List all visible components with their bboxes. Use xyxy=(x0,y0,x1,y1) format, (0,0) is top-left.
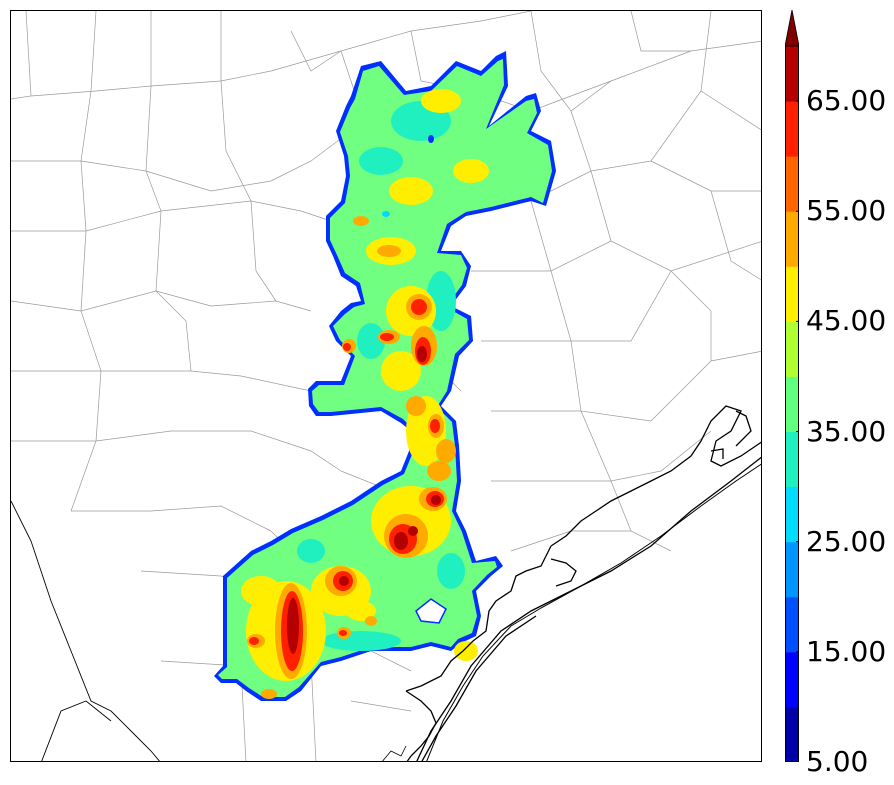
colorbar-extend-arrow xyxy=(785,10,799,47)
colorbar-outline xyxy=(785,45,799,762)
colorbar-tick-label: 65.00 xyxy=(806,84,887,118)
colorbar-bin xyxy=(785,46,799,102)
colorbar-bin xyxy=(785,486,799,543)
colorbar-tick-label: 5.00 xyxy=(806,745,869,778)
colorbar-bin xyxy=(785,101,799,157)
colorbar-bin xyxy=(785,431,799,488)
colorbar-tick-label: 55.00 xyxy=(806,194,887,228)
colorbar-tick-label: 35.00 xyxy=(806,414,887,448)
colorbar xyxy=(785,10,799,762)
state-border xyxy=(11,500,160,761)
colorbar-bin xyxy=(785,156,799,212)
colorbar-tick-label: 45.00 xyxy=(806,304,887,338)
colorbar-bin xyxy=(785,376,799,433)
colorbar-bin xyxy=(785,596,799,653)
map-panel xyxy=(10,10,762,762)
colorbar-tick-label: 15.00 xyxy=(806,634,887,668)
colorbar-bin xyxy=(785,266,799,322)
colorbar-bin xyxy=(785,541,799,598)
precip-field xyxy=(214,51,556,701)
barrier-island xyxy=(426,463,761,761)
colorbar-bin xyxy=(785,706,799,762)
map-canvas xyxy=(11,11,761,761)
colorbar-tick-label: 25.00 xyxy=(806,524,887,558)
coastline xyxy=(405,405,761,761)
colorbar-bin xyxy=(785,211,799,267)
colorbar-bin xyxy=(785,321,799,377)
colorbar-bin xyxy=(785,651,799,708)
